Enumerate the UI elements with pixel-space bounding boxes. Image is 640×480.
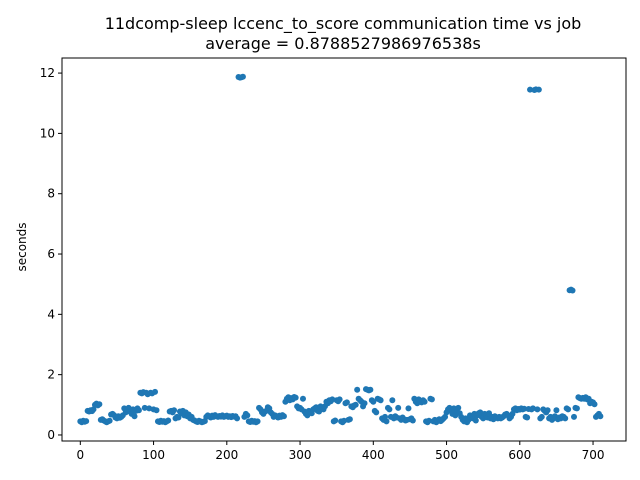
data-point xyxy=(534,406,541,413)
data-point xyxy=(553,407,560,414)
data-point xyxy=(544,407,551,414)
data-point xyxy=(509,410,516,417)
data-point xyxy=(538,413,545,420)
data-point xyxy=(96,401,103,408)
data-point xyxy=(352,401,359,408)
y-tick-label: 8 xyxy=(47,187,55,201)
data-point xyxy=(527,86,534,93)
data-point xyxy=(570,413,577,420)
data-point xyxy=(562,415,569,422)
x-tick-label: 700 xyxy=(582,448,605,462)
data-point xyxy=(141,404,148,411)
data-point xyxy=(343,399,350,406)
data-point xyxy=(383,418,390,425)
x-tick-label: 0 xyxy=(76,448,84,462)
data-point xyxy=(370,398,377,405)
data-point xyxy=(442,413,449,420)
data-point xyxy=(421,398,428,405)
data-point xyxy=(254,418,261,425)
data-point xyxy=(524,414,531,421)
data-point xyxy=(377,397,384,404)
data-point xyxy=(535,86,542,93)
x-tick-label: 300 xyxy=(289,448,312,462)
data-point xyxy=(382,413,389,420)
y-tick-label: 10 xyxy=(40,126,55,140)
data-point xyxy=(175,414,182,421)
plot-frame xyxy=(61,57,627,442)
axis-ticks: 0 100 200 300 400 500 600 700 0 2 4 6 8 10 12 xyxy=(40,66,605,462)
data-point xyxy=(455,404,462,411)
data-point xyxy=(569,287,576,294)
data-point xyxy=(332,417,339,424)
data-point xyxy=(386,406,393,413)
data-point xyxy=(405,405,412,412)
x-tick-label: 100 xyxy=(142,448,165,462)
data-point xyxy=(292,394,299,401)
data-point xyxy=(135,407,142,414)
data-point xyxy=(354,386,361,393)
data-point xyxy=(361,400,368,407)
data-point xyxy=(171,407,178,414)
data-point xyxy=(428,396,435,403)
data-point xyxy=(299,395,306,402)
data-point xyxy=(280,413,287,420)
data-point xyxy=(106,417,113,424)
data-points xyxy=(77,73,604,426)
data-point xyxy=(153,407,160,414)
y-axis-label: seconds xyxy=(15,222,29,271)
y-tick-label: 0 xyxy=(47,428,55,442)
data-point xyxy=(591,401,598,408)
y-tick-label: 2 xyxy=(47,368,55,382)
data-point xyxy=(367,386,374,393)
data-point xyxy=(336,396,343,403)
data-point xyxy=(395,404,402,411)
chart-title: 11dcomp-sleep lccenc_to_score communicat… xyxy=(105,14,582,34)
x-tick-label: 600 xyxy=(508,448,531,462)
data-point xyxy=(152,388,159,395)
data-point xyxy=(239,73,246,80)
data-point xyxy=(425,417,432,424)
x-tick-label: 200 xyxy=(215,448,238,462)
data-point xyxy=(131,413,138,420)
x-tick-label: 400 xyxy=(362,448,385,462)
data-point xyxy=(234,415,241,422)
data-point xyxy=(389,397,396,404)
data-point xyxy=(409,417,416,424)
data-point xyxy=(521,405,528,412)
data-point xyxy=(244,412,251,419)
data-point xyxy=(90,406,97,413)
y-tick-label: 12 xyxy=(40,66,55,80)
data-point xyxy=(472,417,479,424)
y-tick-label: 4 xyxy=(47,307,55,321)
data-point xyxy=(597,413,604,420)
data-point xyxy=(346,416,353,423)
y-tick-label: 6 xyxy=(47,247,55,261)
data-point xyxy=(83,418,90,425)
data-point xyxy=(565,406,572,413)
data-point xyxy=(165,417,172,424)
chart-subtitle: average = 0.8788527986976538s xyxy=(205,34,481,53)
data-point xyxy=(373,409,380,416)
x-tick-label: 500 xyxy=(435,448,458,462)
data-point xyxy=(573,405,580,412)
